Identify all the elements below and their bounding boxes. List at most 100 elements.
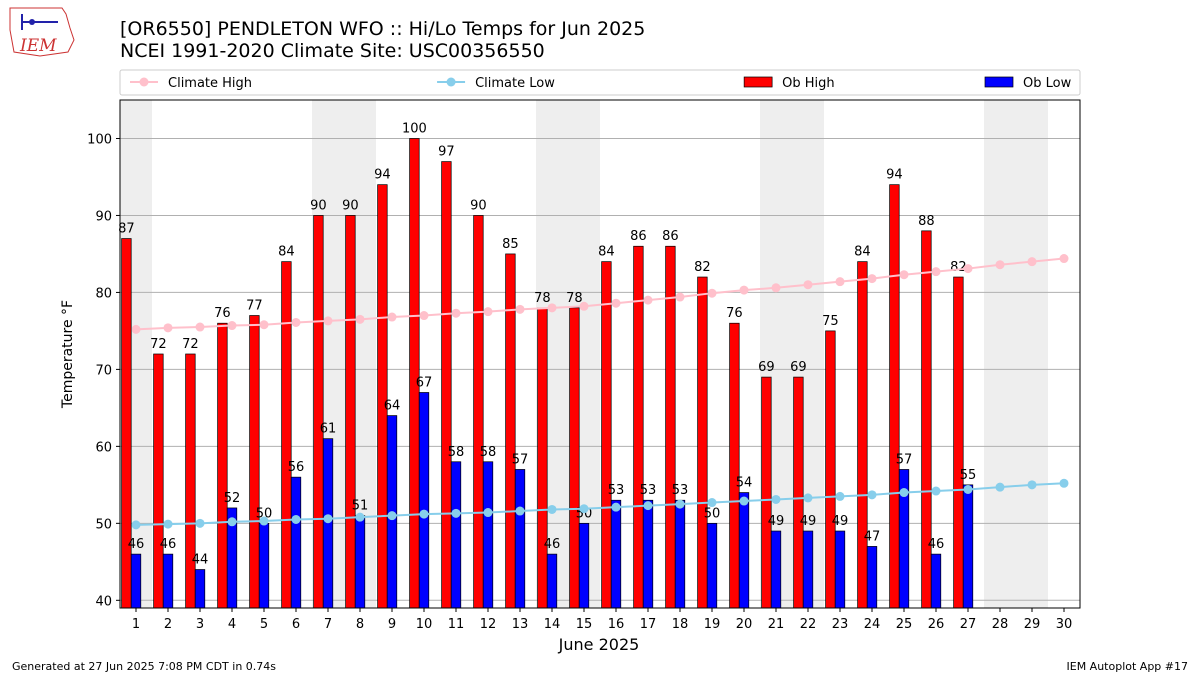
legend-label: Climate Low (475, 76, 555, 91)
x-tick-label: 11 (448, 617, 465, 632)
value-label: 75 (822, 314, 839, 329)
bar (546, 553, 558, 609)
bar (290, 476, 302, 609)
line-marker (355, 512, 365, 522)
value-label: 94 (374, 168, 391, 183)
bar (674, 499, 686, 609)
legend-label: Ob High (782, 76, 835, 91)
bar (281, 261, 292, 609)
value-label: 57 (896, 452, 913, 467)
value-label: 78 (566, 291, 583, 306)
line-marker (355, 314, 365, 324)
x-tick-label: 16 (608, 617, 625, 632)
value-label: 54 (736, 476, 753, 491)
bar (185, 353, 196, 609)
y-tick-label: 80 (95, 286, 112, 301)
line-marker (195, 322, 205, 332)
value-label: 90 (470, 198, 487, 213)
line-marker (131, 520, 141, 530)
x-axis-label: June 2025 (558, 635, 640, 654)
x-tick-label: 8 (356, 617, 364, 632)
bar (569, 307, 580, 609)
bar (409, 138, 420, 609)
bar (313, 215, 324, 609)
bar (217, 322, 228, 609)
value-label: 86 (662, 229, 679, 244)
bar (697, 276, 708, 609)
x-tick-label: 28 (992, 617, 1009, 632)
x-tick-label: 15 (576, 617, 593, 632)
line (135, 482, 1065, 526)
footer-right: IEM Autoplot App #17 (1067, 660, 1189, 673)
y-tick-label: 70 (95, 363, 112, 378)
x-tick-label: 1 (132, 617, 140, 632)
line-marker (707, 288, 717, 298)
line-marker (579, 504, 589, 514)
value-label: 51 (352, 499, 369, 514)
weekend-shade (1016, 100, 1048, 608)
value-label: 72 (150, 337, 167, 352)
bar (761, 376, 772, 609)
line-marker (547, 504, 557, 514)
x-tick-label: 17 (640, 617, 657, 632)
value-label: 84 (278, 245, 295, 260)
line-marker (835, 491, 845, 501)
line-marker (419, 509, 429, 519)
value-label: 77 (246, 299, 263, 314)
value-label: 58 (480, 445, 497, 460)
value-label: 49 (832, 514, 849, 529)
bar (354, 515, 366, 609)
value-label: 49 (768, 514, 785, 529)
bar (825, 330, 836, 609)
bar (889, 184, 900, 609)
x-tick-label: 19 (704, 617, 721, 632)
line-marker (483, 508, 493, 518)
x-tick-label: 9 (388, 617, 396, 632)
line-marker (259, 516, 269, 526)
line-marker (387, 511, 397, 521)
bar (738, 492, 750, 609)
x-tick-label: 4 (228, 617, 236, 632)
line-marker (931, 267, 941, 277)
y-axis-label: Temperature °F (60, 300, 76, 409)
line-marker (867, 274, 877, 284)
value-label: 53 (608, 483, 625, 498)
x-tick-label: 25 (896, 617, 913, 632)
line-marker (163, 323, 173, 333)
line-marker (483, 307, 493, 317)
x-tick-label: 13 (512, 617, 529, 632)
bar (130, 553, 142, 609)
bar (857, 261, 868, 609)
footer-left: Generated at 27 Jun 2025 7:08 PM CDT in … (12, 660, 276, 673)
x-tick-label: 2 (164, 617, 172, 632)
bar (930, 553, 942, 609)
line-marker (515, 506, 525, 516)
value-label: 88 (918, 214, 935, 229)
line-marker (419, 311, 429, 321)
bar (610, 499, 622, 609)
line-marker (771, 283, 781, 293)
line-marker (931, 486, 941, 496)
line-marker (515, 304, 525, 314)
bar (418, 392, 430, 609)
value-label: 100 (402, 121, 427, 136)
value-label: 58 (448, 445, 465, 460)
value-label: 52 (224, 491, 241, 506)
line-marker (643, 501, 653, 511)
line-marker (227, 517, 237, 527)
line-marker (291, 514, 301, 524)
bar (473, 215, 484, 609)
value-label: 86 (630, 229, 647, 244)
value-label: 87 (118, 222, 135, 237)
value-label: 94 (886, 168, 903, 183)
bar (121, 238, 132, 609)
line-marker (227, 321, 237, 331)
bar (153, 353, 164, 609)
line-marker (739, 496, 749, 506)
value-label: 49 (800, 514, 817, 529)
x-tick-label: 20 (736, 617, 753, 632)
value-label: 61 (320, 422, 337, 437)
legend-swatch (984, 76, 1014, 88)
value-label: 55 (960, 468, 977, 483)
